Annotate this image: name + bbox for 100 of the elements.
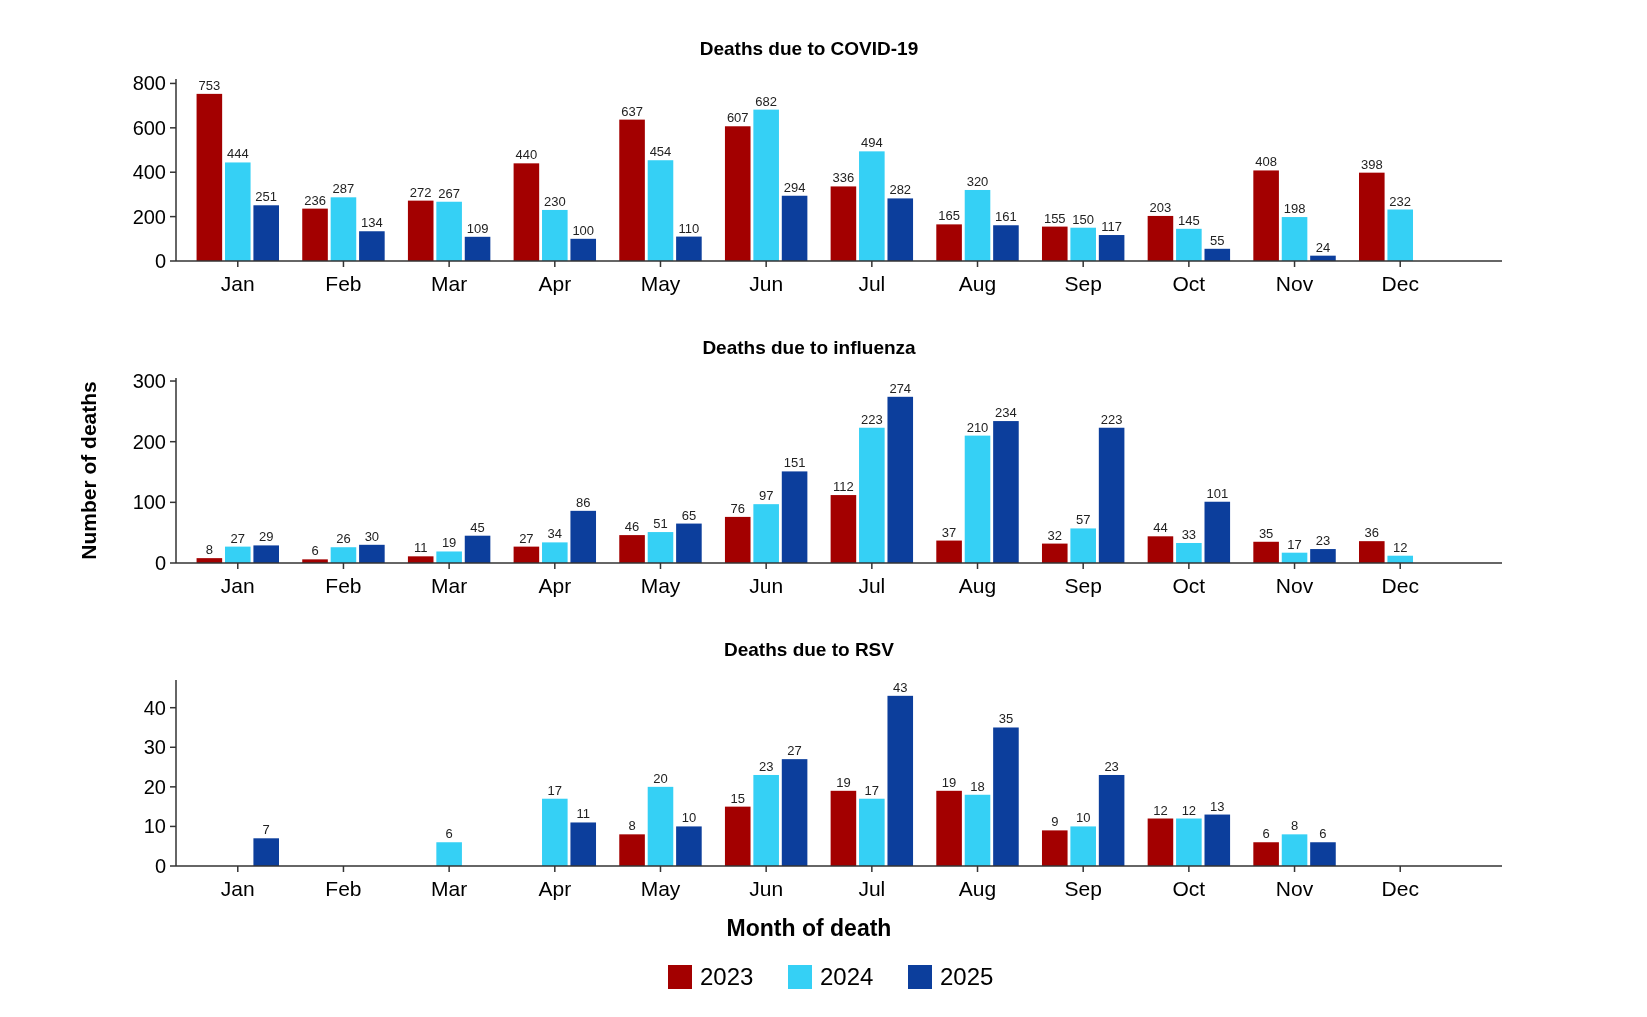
x-tick-label: Sep	[1064, 877, 1102, 900]
bar	[676, 826, 702, 866]
data-label: 287	[332, 181, 355, 197]
data-label: 55	[1210, 232, 1225, 248]
x-tick-label: Apr	[538, 574, 572, 597]
bar	[676, 523, 702, 563]
legend-label: 2025	[940, 963, 994, 991]
x-axis-title: Month of death	[726, 915, 892, 941]
data-label: 150	[1072, 211, 1095, 227]
data-label: 101	[1206, 485, 1229, 501]
data-label: 57	[1075, 512, 1091, 528]
x-tick-label: May	[640, 877, 681, 900]
x-tick-label: Feb	[325, 272, 362, 295]
data-label: 46	[624, 519, 640, 535]
bar	[407, 556, 434, 563]
bar	[542, 798, 568, 866]
bar	[936, 224, 962, 261]
data-label: 223	[860, 411, 883, 427]
bar	[830, 495, 857, 563]
x-tick-label: Jan	[220, 272, 255, 295]
bar	[993, 727, 1019, 866]
data-label: 320	[966, 173, 989, 189]
x-tick-label: Apr	[538, 272, 572, 295]
data-label: 27	[787, 743, 802, 759]
data-label: 17	[1287, 536, 1302, 552]
data-label: 76	[730, 500, 745, 516]
data-label: 8	[628, 818, 636, 834]
data-label: 51	[653, 516, 668, 532]
bar	[964, 189, 991, 261]
bar	[1204, 501, 1231, 563]
bar	[887, 396, 914, 563]
bar	[1253, 541, 1279, 563]
bar	[619, 834, 645, 866]
x-tick-label: Jul	[858, 574, 886, 597]
data-label: 15	[730, 790, 745, 806]
data-label: 165	[938, 208, 960, 224]
data-label: 24	[1315, 239, 1331, 255]
data-label: 19	[836, 774, 851, 790]
data-label: 35	[1258, 525, 1274, 541]
x-tick-label: Jun	[749, 877, 784, 900]
bar	[359, 544, 385, 563]
bar	[1098, 774, 1125, 866]
data-label: 65	[681, 507, 697, 523]
bar	[570, 510, 597, 563]
bar	[619, 535, 645, 563]
bar	[676, 236, 702, 261]
bar	[1281, 834, 1308, 866]
data-label: 43	[893, 679, 908, 695]
x-tick-label: Nov	[1275, 877, 1314, 900]
data-label: 19	[941, 774, 957, 790]
bar	[1310, 549, 1336, 563]
x-tick-label: Aug	[958, 574, 997, 597]
data-label: 109	[466, 220, 489, 236]
data-label: 267	[438, 185, 460, 201]
bar	[859, 151, 885, 261]
y-tick-label: 100	[132, 491, 166, 514]
x-tick-label: Nov	[1275, 272, 1314, 295]
data-label: 34	[547, 526, 563, 542]
bar	[1041, 830, 1068, 866]
bar	[253, 545, 279, 563]
bar	[1041, 543, 1068, 563]
bar	[993, 421, 1019, 563]
bar	[830, 186, 857, 261]
data-label: 230	[543, 193, 566, 209]
x-tick-label: Jan	[220, 877, 255, 900]
bar	[647, 532, 674, 563]
data-label: 110	[678, 220, 700, 236]
data-label: 6	[1262, 826, 1270, 842]
data-label: 236	[304, 192, 326, 208]
data-label: 100	[572, 222, 595, 238]
bar	[407, 200, 434, 261]
y-tick-label: 20	[143, 775, 166, 798]
bar	[436, 201, 462, 261]
data-label: 398	[1360, 156, 1383, 172]
bar	[359, 231, 385, 261]
bar	[1204, 248, 1231, 261]
bar	[619, 119, 645, 261]
x-tick-label: Sep	[1064, 272, 1102, 295]
bar	[1387, 209, 1414, 261]
data-label: 440	[515, 147, 538, 163]
y-tick-label: 400	[132, 161, 166, 184]
data-label: 12	[1153, 802, 1168, 818]
bar	[436, 551, 462, 563]
data-label: 753	[198, 77, 221, 93]
data-label: 17	[547, 782, 563, 798]
bar	[993, 225, 1019, 261]
data-label: 6	[311, 543, 319, 559]
data-label: 11	[413, 540, 428, 556]
bar	[570, 238, 597, 261]
data-label: 37	[941, 524, 957, 540]
y-tick-label: 200	[132, 205, 166, 228]
data-label: 210	[966, 419, 989, 435]
bar	[1281, 217, 1308, 261]
bar	[302, 208, 328, 261]
bar	[647, 160, 674, 261]
bar	[887, 695, 914, 866]
data-label: 23	[1315, 533, 1331, 549]
data-label: 32	[1047, 527, 1062, 543]
bar	[1147, 818, 1174, 866]
x-tick-label: Aug	[958, 877, 997, 900]
